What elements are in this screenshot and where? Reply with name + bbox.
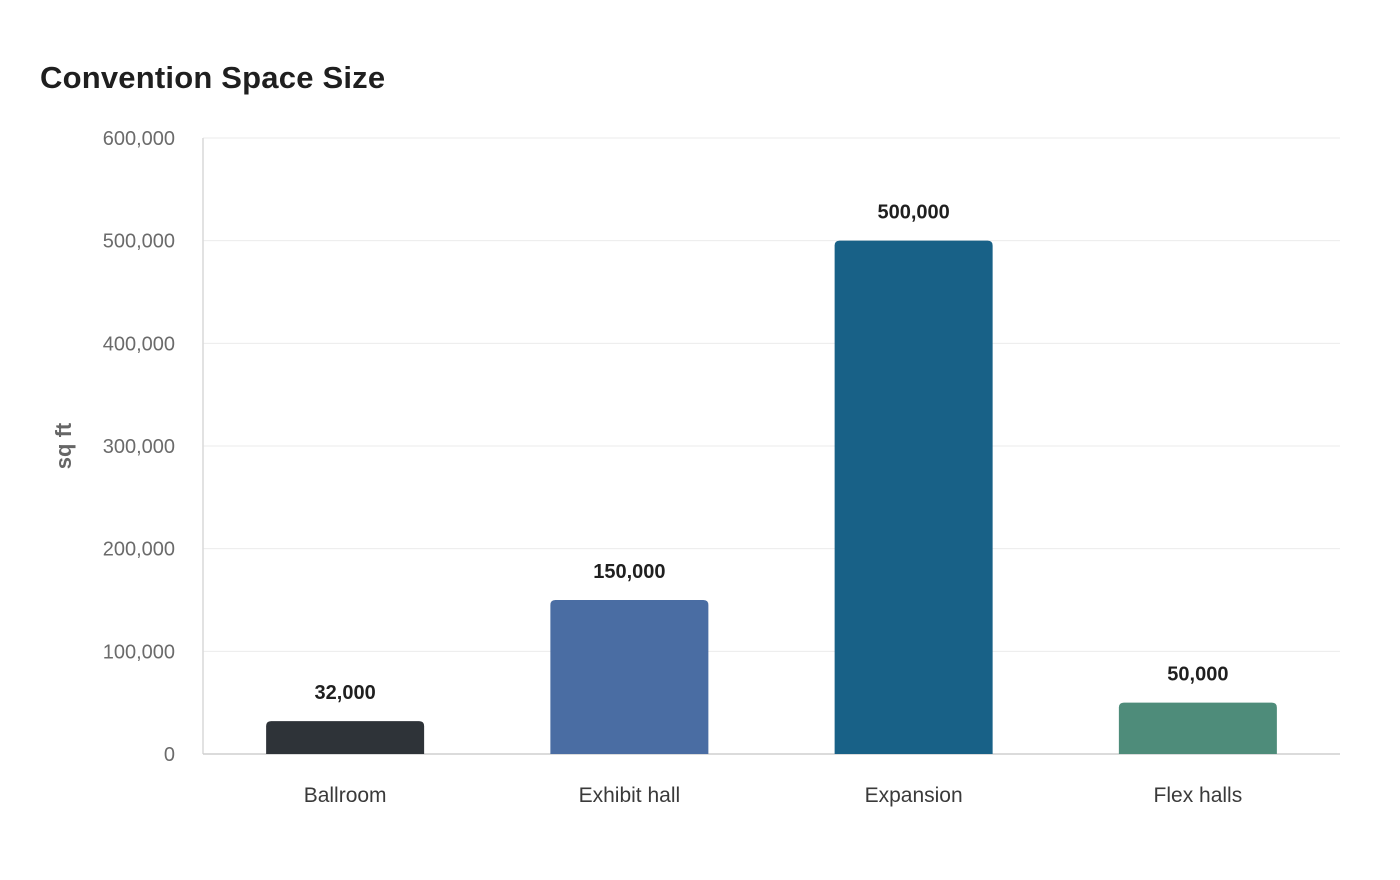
y-tick-label: 500,000 [103, 231, 175, 253]
bars [266, 240, 1277, 754]
data-label: 50,000 [1167, 664, 1228, 686]
gridlines [203, 137, 1340, 652]
y-tick-label: 200,000 [103, 539, 175, 561]
bar-exhibit-hall [550, 600, 709, 754]
y-tick-label: 100,000 [103, 641, 175, 663]
data-label: 500,000 [877, 202, 949, 224]
labels: 0 100,000 200,000 300,000 400,000 500,000 600,… [51, 128, 1242, 807]
y-tick-label: 300,000 [103, 436, 175, 458]
y-tick-label: 400,000 [103, 333, 175, 355]
x-tick-label: Expansion [865, 784, 963, 807]
x-tick-label: Exhibit hall [579, 784, 681, 807]
data-label: 150,000 [593, 561, 665, 583]
data-label: 32,000 [315, 682, 376, 704]
x-tick-label: Flex halls [1154, 784, 1243, 807]
x-tick-label: Ballroom [304, 784, 387, 807]
bar-ballroom [266, 721, 425, 754]
bar-expansion [834, 240, 993, 754]
bar-flex-halls [1118, 702, 1277, 754]
chart-title: Convention Space Size [40, 60, 386, 95]
y-axis-title: sq ft [51, 422, 76, 469]
y-tick-label: 600,000 [103, 128, 175, 150]
y-tick-label: 0 [164, 744, 175, 766]
